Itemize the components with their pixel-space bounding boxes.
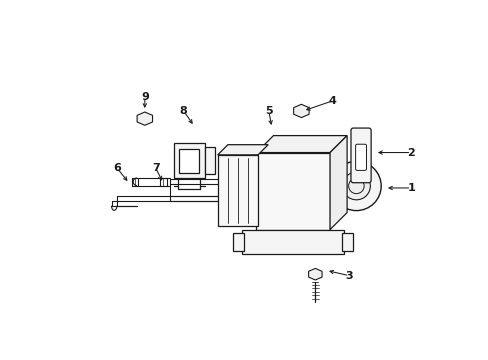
Polygon shape (217, 155, 258, 226)
Circle shape (331, 161, 381, 211)
Text: 1: 1 (407, 183, 414, 193)
Bar (222, 161, 251, 220)
Polygon shape (233, 233, 244, 251)
Polygon shape (308, 269, 322, 280)
FancyBboxPatch shape (355, 144, 366, 170)
Circle shape (311, 270, 318, 278)
Polygon shape (217, 145, 267, 155)
FancyBboxPatch shape (350, 128, 370, 183)
Text: 2: 2 (407, 148, 414, 158)
Text: 4: 4 (328, 96, 336, 106)
Bar (185, 157, 192, 165)
Text: 9: 9 (141, 92, 148, 102)
Polygon shape (329, 136, 346, 230)
Text: 5: 5 (264, 106, 272, 116)
Polygon shape (342, 233, 352, 251)
Text: 6: 6 (113, 163, 121, 173)
Circle shape (140, 114, 149, 123)
Polygon shape (256, 153, 329, 230)
Ellipse shape (182, 152, 196, 169)
Polygon shape (137, 112, 152, 125)
Polygon shape (204, 147, 215, 174)
Polygon shape (242, 230, 343, 254)
Circle shape (342, 172, 369, 200)
Polygon shape (293, 104, 308, 118)
Text: 3: 3 (345, 271, 352, 281)
Polygon shape (256, 136, 346, 153)
Bar (299, 214, 306, 223)
Polygon shape (173, 143, 204, 178)
Polygon shape (179, 149, 199, 172)
Text: 7: 7 (151, 163, 159, 173)
Text: 8: 8 (179, 106, 187, 116)
Circle shape (297, 107, 305, 115)
